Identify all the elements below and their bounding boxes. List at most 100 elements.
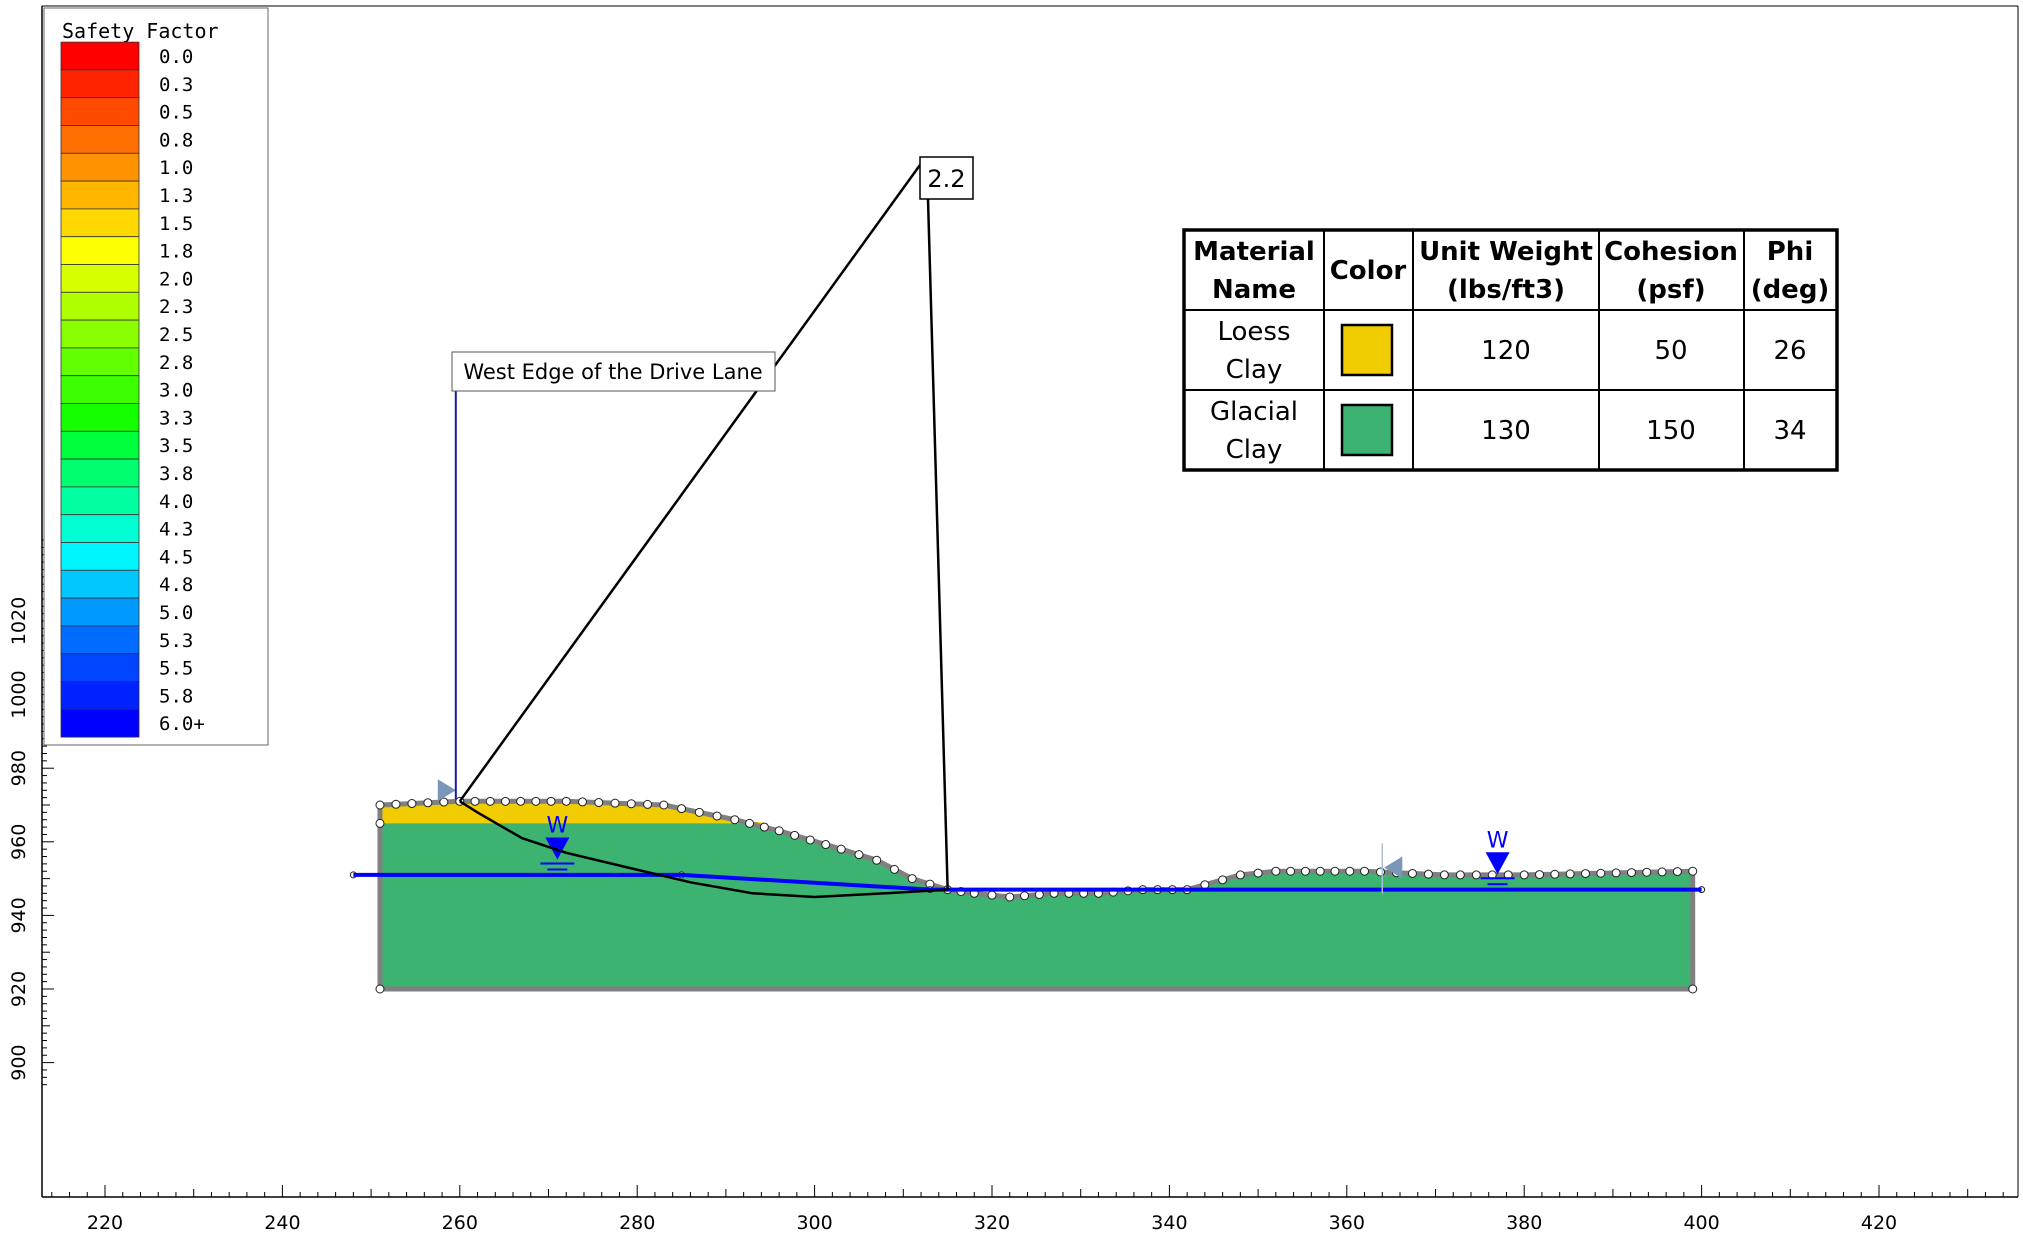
legend-item: 5.5	[60, 653, 193, 682]
boundary-vertex	[500, 796, 510, 806]
boundary-vertex	[889, 864, 899, 874]
boundary-vertex	[712, 811, 722, 821]
safety-factor-label: 2.2	[919, 156, 974, 200]
legend-swatch	[60, 542, 140, 571]
legend-label: 2.3	[159, 296, 193, 318]
row-unit-weight: 120	[1481, 336, 1531, 366]
table-frame	[1182, 228, 1839, 472]
boundary-vertex	[1519, 870, 1529, 880]
legend-swatch	[60, 458, 140, 488]
legend-item: 1.8	[60, 236, 193, 265]
slip-limit-right-marker-icon	[1384, 856, 1403, 879]
legend-item: 2.0	[60, 264, 193, 293]
legend-swatch	[60, 597, 140, 627]
boundary-vertex	[375, 984, 385, 994]
boundary-vertex	[470, 796, 480, 806]
x-tick-label: 300	[796, 1212, 832, 1234]
boundary-vertex	[1596, 868, 1606, 878]
legend-swatch	[60, 125, 140, 154]
y-tick-label: 980	[8, 750, 30, 786]
header-phi-line2: (deg)	[1751, 275, 1830, 305]
legend-label: 0.8	[159, 129, 193, 151]
critical-slip-surface	[459, 800, 948, 899]
boundary-vertex	[854, 850, 864, 860]
boundary-vertex	[1626, 868, 1636, 878]
x-tick-label: 420	[1861, 1212, 1897, 1234]
water-label: W	[546, 814, 568, 839]
legend-item: 3.0	[60, 375, 193, 404]
boundary-vertex	[805, 835, 815, 845]
boundary-vertex	[1565, 869, 1575, 879]
x-tick-label: 220	[87, 1212, 123, 1234]
boundary-vertex	[407, 799, 417, 809]
legend-label: 2.0	[159, 268, 193, 290]
legend-label: 4.8	[159, 574, 193, 596]
legend-label: 3.0	[159, 380, 193, 402]
x-tick-label: 340	[1151, 1212, 1187, 1234]
safety-factor-box	[919, 156, 974, 200]
boundary-vertex	[1330, 866, 1340, 876]
legend-swatch	[60, 319, 140, 349]
boundary-vertex	[485, 796, 495, 806]
legend-label: 1.8	[159, 241, 193, 263]
boundary-vertex	[1550, 869, 1560, 879]
soil-model: WW	[349, 796, 1706, 994]
legend-item: 2.5	[60, 319, 193, 349]
boundary-vertex	[1376, 867, 1386, 877]
boundary-vertex	[1271, 866, 1281, 876]
boundary-vertex	[1005, 892, 1015, 902]
legend-label: 5.0	[159, 602, 193, 624]
legend-swatch	[60, 97, 140, 126]
boundary-vertex	[578, 797, 588, 807]
y-axis: 900 920 940 960 980 1000 1020	[8, 539, 54, 1086]
boundary-vertex	[610, 798, 620, 808]
boundary-vertex	[1471, 870, 1481, 880]
boundary-vertex	[1253, 868, 1263, 878]
loess-clay-swatch	[1340, 323, 1394, 377]
boundary-vertex	[1360, 866, 1370, 876]
legend-item: 4.5	[60, 542, 193, 571]
legend-item: 0.0	[60, 41, 193, 71]
legend-swatch	[60, 180, 140, 210]
boundary-vertex	[872, 855, 882, 865]
y-tick-label: 960	[8, 824, 30, 860]
legend-label: 0.3	[159, 74, 193, 96]
x-tick-label: 360	[1329, 1212, 1365, 1234]
boundary-vertex	[626, 799, 636, 809]
legend-swatch	[60, 625, 140, 655]
y-tick-label: 1020	[8, 597, 30, 645]
boundary-vertex	[516, 796, 526, 806]
loess-clay-region	[379, 801, 771, 824]
boundary-vertex	[1642, 867, 1652, 877]
legend-item: 0.3	[60, 69, 193, 99]
annotation-text: West Edge of the Drive Lane	[463, 360, 762, 384]
safety-factor-legend: Safety Factor 0.0 0.3 0.5 0.8 1.0 1.3 1.5 1.8 2.…	[43, 7, 269, 746]
header-unit-weight-line1: Unit Weight	[1419, 237, 1593, 267]
boundary-vertex	[546, 796, 556, 806]
boundary-vertex	[1020, 891, 1030, 901]
boundary-vertex	[1200, 880, 1210, 890]
legend-item: 2.3	[60, 291, 193, 321]
water-table-markers: WW	[540, 814, 1515, 886]
legend-label: 0.5	[159, 102, 193, 124]
legend-title: Safety Factor	[62, 19, 219, 43]
glacial-clay-swatch	[1340, 403, 1394, 457]
legend-swatch	[60, 152, 140, 182]
y-tick-label: 920	[8, 971, 30, 1007]
safety-factor-value: 2.2	[927, 165, 965, 193]
boundary-vertex	[836, 844, 846, 854]
boundary-vertex	[659, 800, 669, 810]
row-material-name: Clay	[1226, 355, 1283, 385]
legend-label: 5.8	[159, 685, 193, 707]
legend-label: 5.5	[159, 658, 193, 680]
legend-label: 2.8	[159, 352, 193, 374]
legend-swatch	[60, 430, 140, 460]
water-triangle-icon	[1485, 852, 1510, 875]
header-unit-weight-line2: (lbs/ft3)	[1447, 275, 1565, 305]
boundary-vertex	[1657, 867, 1667, 877]
boundary-vertex	[907, 874, 917, 884]
boundary-vertex	[561, 796, 571, 806]
y-tick-label: 940	[8, 897, 30, 933]
row-unit-weight: 130	[1481, 416, 1531, 446]
